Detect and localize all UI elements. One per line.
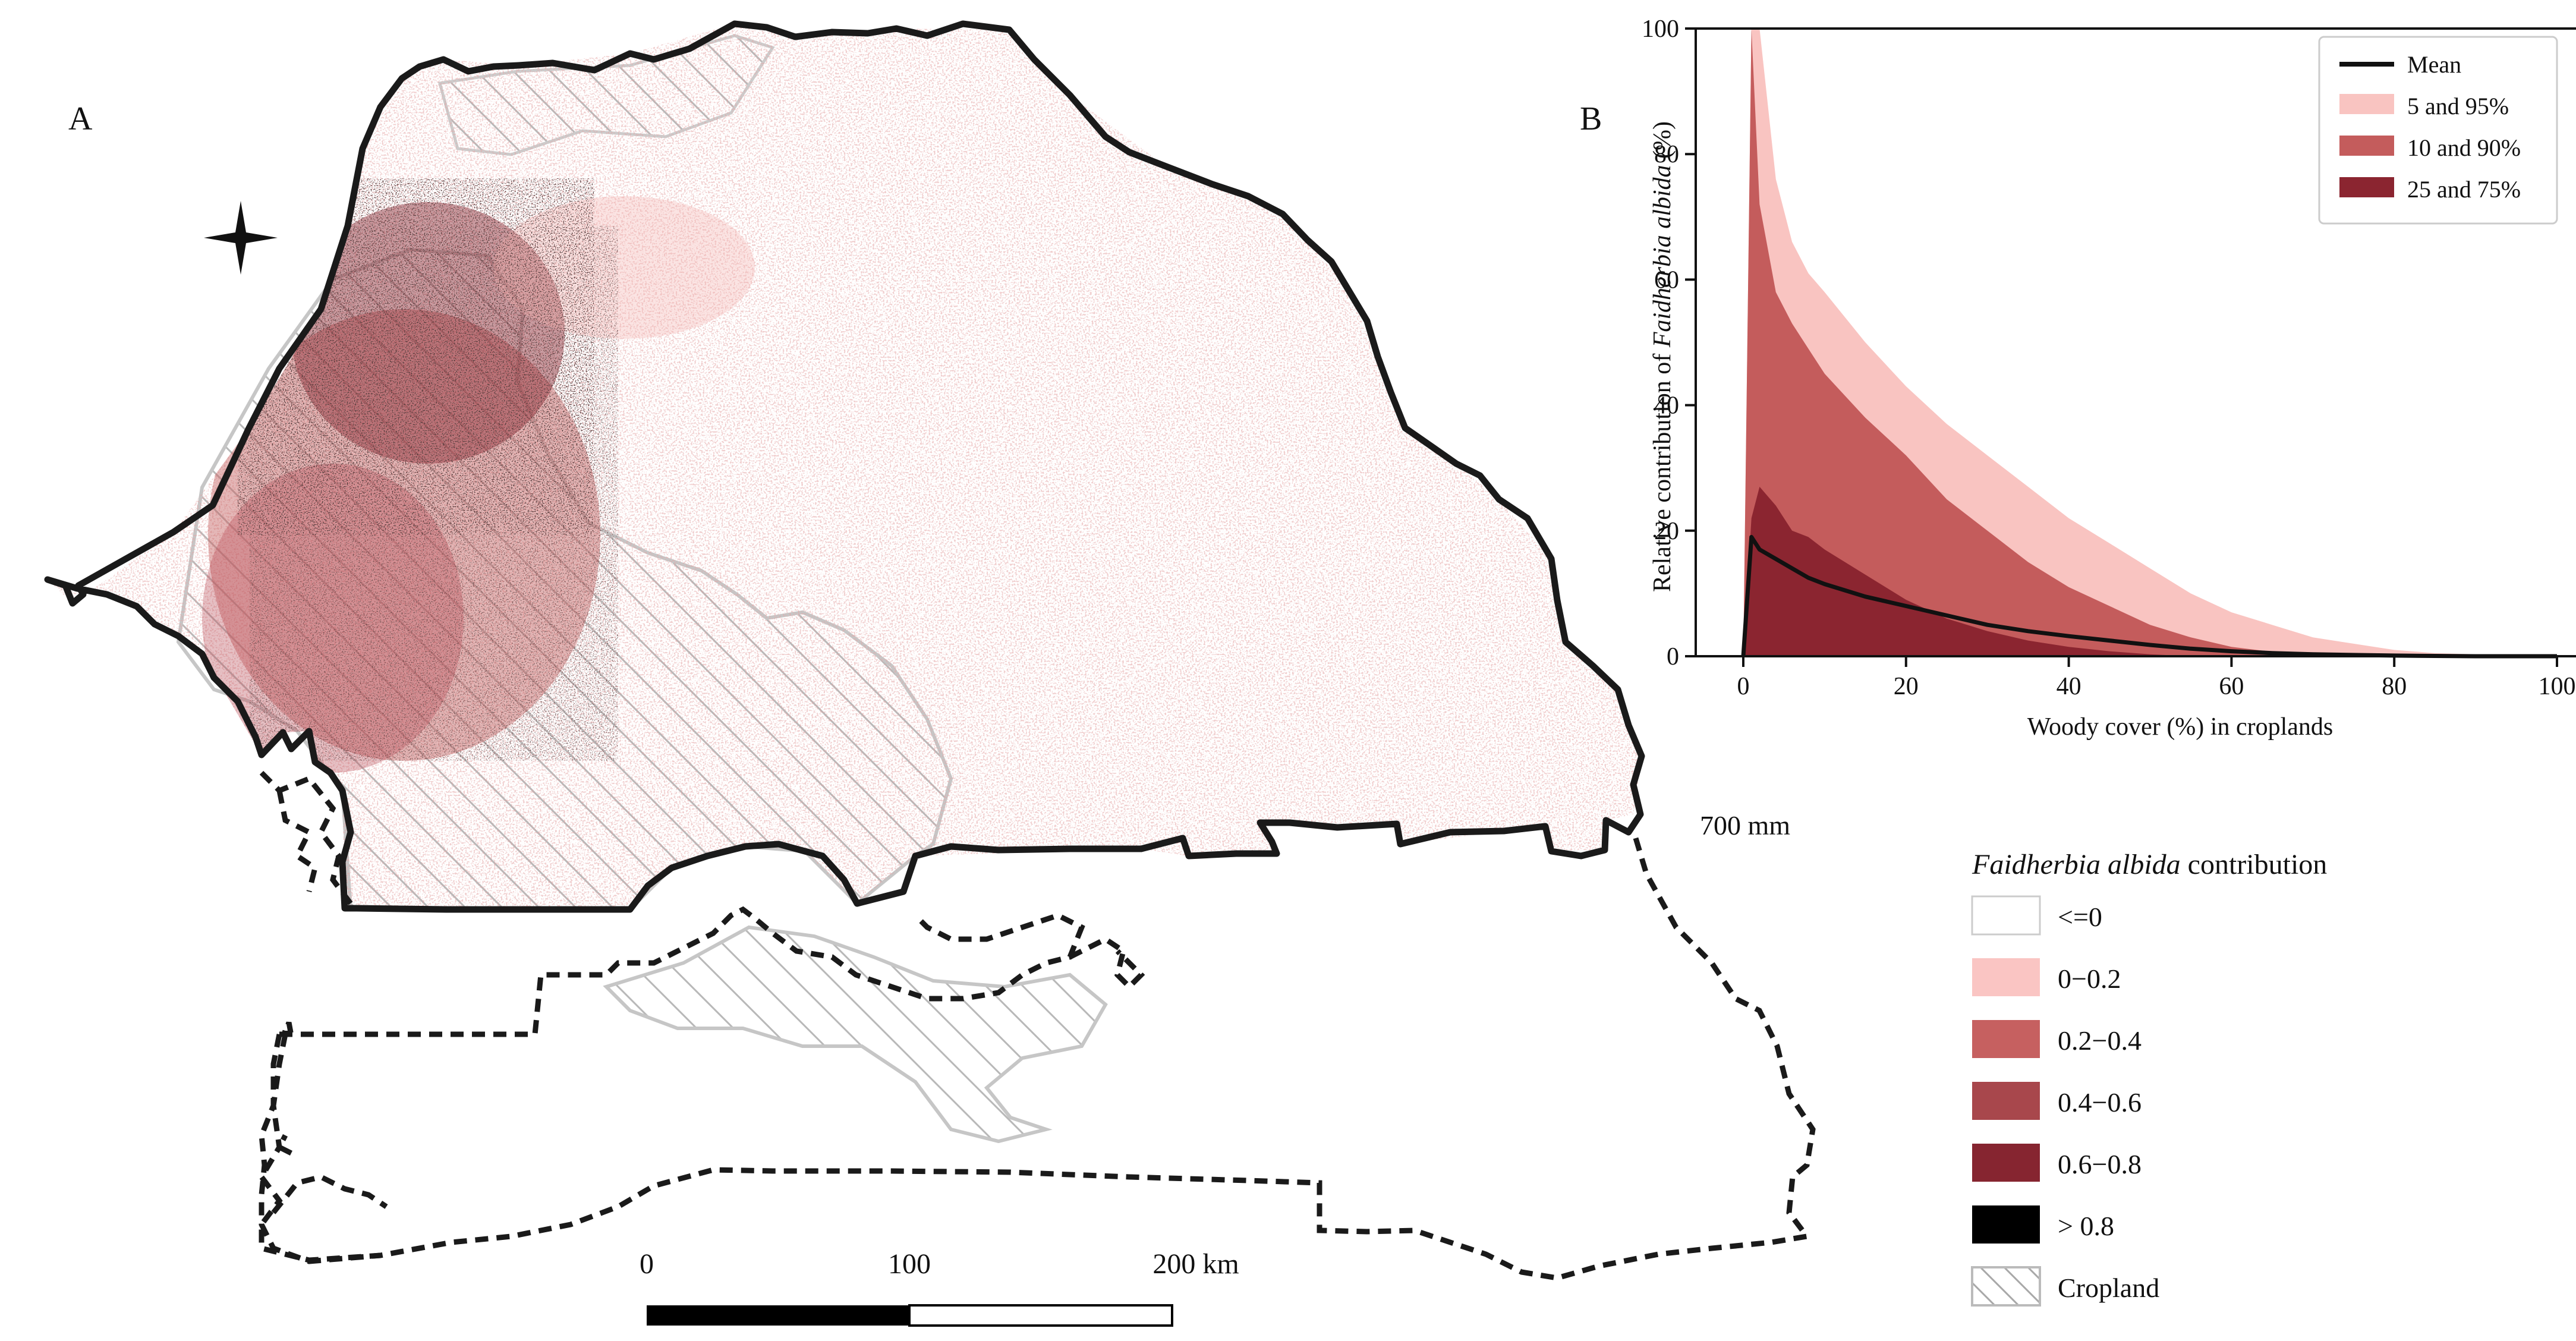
band-10-and-90	[1743, 29, 2557, 656]
x-tick-label: 20	[1894, 673, 1919, 700]
y-axis-label-species: Faidherbia albida	[1649, 165, 1676, 348]
south-polygon-hook	[275, 1134, 293, 1156]
y-axis-label-pre: Relative contribution of	[1649, 347, 1676, 592]
legend-10-90-swatch	[2339, 136, 2394, 156]
legend-5-95-swatch	[2339, 94, 2394, 114]
y-tick-label: 40	[1654, 392, 1679, 420]
legend-label-02-04: 0.2−0.4	[2058, 1025, 2142, 1056]
south-polygon-left	[259, 1034, 381, 1264]
legend-25-75-label: 25 and 75%	[2407, 176, 2521, 203]
legend-swatch-0-02	[1972, 958, 2040, 996]
legend-label-0-02: 0−0.2	[2058, 964, 2121, 994]
legend-5-95-label: 5 and 95%	[2407, 93, 2509, 119]
chart-panel: B Relative contribution of Faidherbia al…	[1580, 15, 2576, 741]
band-25-and-75	[1743, 486, 2557, 656]
isohyet-label: 700 mm	[1700, 810, 1790, 841]
legend-25-75-swatch	[2339, 177, 2394, 197]
chart-legend: Mean 5 and 95% 10 and 90% 25 and 75%	[2318, 36, 2558, 225]
y-axis-label: Relative contribution of Faidherbia albi…	[1649, 121, 1676, 592]
x-tick-label: 100	[2539, 673, 2576, 700]
legend-label-04-06: 0.4−0.6	[2058, 1087, 2142, 1118]
map-legend-title-species: Faidherbia albida	[1972, 849, 2181, 880]
gambia-inner-boundary	[259, 770, 353, 905]
north-arrow-icon	[204, 201, 278, 275]
legend-swatch-gt08	[1972, 1205, 2040, 1244]
legend-label-06-08: 0.6−0.8	[2058, 1149, 2142, 1179]
map-panel: A	[44, 20, 1816, 1327]
x-tick-label: 60	[2219, 673, 2244, 700]
scale-tick-200: 200 km	[1152, 1248, 1239, 1280]
x-tick-label: 40	[2057, 673, 2081, 700]
legend-mean-label: Mean	[2407, 51, 2461, 78]
map-legend: Faidherbia albida contribution <=0 0−0.2…	[1971, 849, 2327, 1307]
panel-a-label: A	[68, 100, 93, 137]
x-tick-label: 0	[1737, 673, 1750, 700]
y-axis-label-post: (%)	[1649, 121, 1676, 165]
south-polygon-top	[279, 906, 1145, 1037]
panel-b-label: B	[1580, 100, 1602, 137]
x-axis-label: Woody cover (%) in croplands	[2027, 713, 2333, 741]
south-polygon-hole	[271, 1174, 388, 1214]
scale-tick-0: 0	[640, 1248, 654, 1280]
chart-axes: 0 20 40 60 80 100 0 20 40 60 80 100	[1642, 15, 2576, 700]
scale-tick-100: 100	[888, 1248, 931, 1280]
plot-frame	[1695, 27, 2576, 657]
legend-swatch-cropland	[1971, 1266, 2041, 1307]
cropland-south-zone	[603, 925, 1108, 1144]
y-tick-label: 20	[1654, 518, 1679, 545]
legend-label-le0: <=0	[2058, 902, 2102, 932]
legend-swatch-06-08	[1972, 1144, 2040, 1182]
legend-10-90-label: 10 and 90%	[2407, 134, 2521, 161]
legend-swatch-le0	[1971, 895, 2041, 936]
country-boundary	[44, 20, 1645, 913]
legend-label-cropland: Cropland	[2058, 1273, 2159, 1303]
y-tick-label: 100	[1642, 15, 1679, 43]
map-legend-title-rest: contribution	[2181, 849, 2328, 880]
contribution-raster	[48, 24, 1642, 909]
x-tick-label: 80	[2382, 673, 2407, 700]
y-tick-label: 80	[1654, 141, 1679, 168]
legend-swatch-02-04	[1972, 1020, 2040, 1058]
y-tick-label: 60	[1654, 266, 1679, 294]
legend-label-gt08: > 0.8	[2058, 1211, 2114, 1241]
gambia-west-boundary	[276, 790, 319, 893]
scale-bar: 0 100 200 km	[640, 1248, 1239, 1327]
legend-swatch-04-06	[1972, 1082, 2040, 1120]
map-legend-title: Faidherbia albida contribution	[1972, 849, 2327, 880]
y-tick-label: 0	[1667, 643, 1679, 670]
